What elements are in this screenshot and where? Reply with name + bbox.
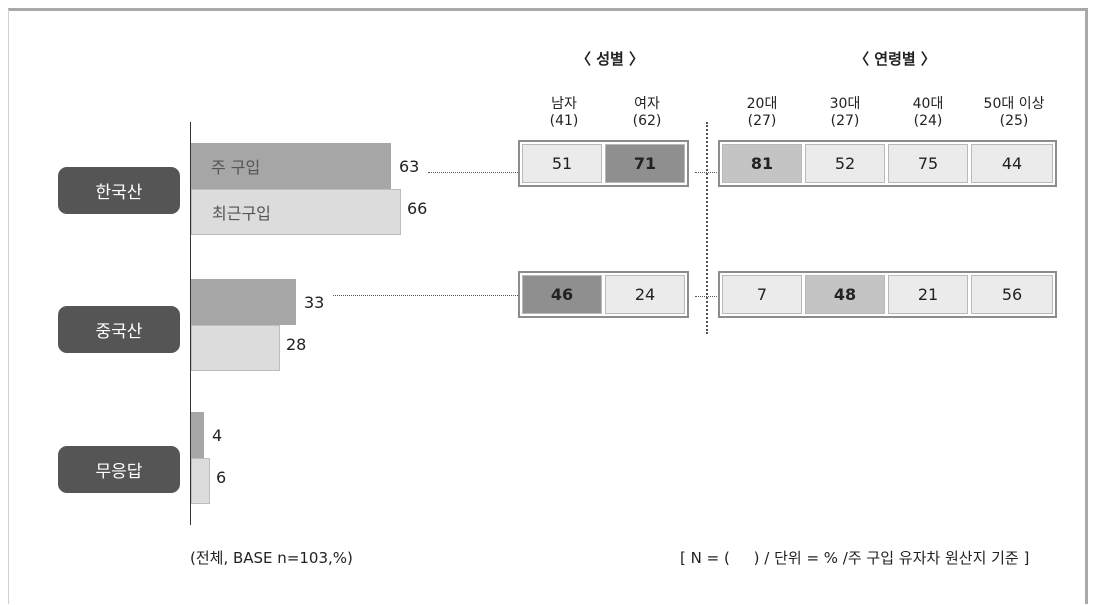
bar-china-main <box>191 279 296 325</box>
cell-korea-male: 51 <box>522 144 602 183</box>
cell-korea-30s: 52 <box>805 144 885 183</box>
column-header-50s-plus: 50대 이상 (25) <box>971 96 1057 130</box>
column-header-n: (62) <box>632 113 662 129</box>
category-label-korea: 한국산 <box>58 167 180 214</box>
column-header-n: (27) <box>747 113 777 129</box>
chart-frame <box>8 8 1088 604</box>
column-header-n: (27) <box>830 113 860 129</box>
category-label-no-answer: 무응답 <box>58 446 180 493</box>
column-header-label: 50대 이상 <box>983 96 1045 112</box>
value-label-no-answer-recent: 6 <box>216 468 227 487</box>
column-header-40s: 40대 (24) <box>888 96 968 130</box>
cell-china-male: 46 <box>522 275 602 314</box>
cell-china-female: 24 <box>605 275 685 314</box>
leader-line-korea <box>428 172 518 173</box>
base-note: (전체, BASE n=103,%) <box>190 549 353 567</box>
legend-label-main: 주 구입 <box>211 158 261 177</box>
column-header-label: 30대 <box>829 96 861 112</box>
unit-note: [ N = ( ) / 단위 = % /주 구입 유자차 원산지 기준 ] <box>680 549 1030 567</box>
legend-label-recent: 최근구입 <box>212 204 271 223</box>
bar-no-answer-recent <box>191 458 210 504</box>
y-axis-line <box>190 122 191 525</box>
category-label-china: 중국산 <box>58 306 180 353</box>
gender-group-title: 〈 성별 〉 <box>575 50 645 68</box>
age-group-title: 〈 연령별 〉 <box>854 50 936 68</box>
cell-china-50s-plus: 56 <box>971 275 1053 314</box>
bar-korea-main: 주 구입 <box>191 143 391 189</box>
cell-korea-40s: 75 <box>888 144 968 183</box>
column-header-label: 남자 <box>551 96 577 112</box>
column-header-male: 남자 (41) <box>524 96 604 130</box>
value-label-korea-recent: 66 <box>407 199 428 218</box>
cell-korea-50s-plus: 44 <box>971 144 1053 183</box>
leader-line-china <box>333 295 518 296</box>
value-label-no-answer-main: 4 <box>212 426 223 445</box>
gender-age-divider <box>706 122 708 334</box>
column-header-30s: 30대 (27) <box>805 96 885 130</box>
cell-korea-female: 71 <box>605 144 685 183</box>
column-header-20s: 20대 (27) <box>722 96 802 130</box>
cell-korea-20s: 81 <box>722 144 802 183</box>
column-header-n: (24) <box>913 113 943 129</box>
bar-no-answer-main <box>191 412 204 458</box>
value-label-china-recent: 28 <box>286 335 307 354</box>
column-header-female: 여자 (62) <box>607 96 687 130</box>
column-header-n: (25) <box>999 113 1029 129</box>
cell-china-20s: 7 <box>722 275 802 314</box>
column-header-n: (41) <box>549 113 579 129</box>
column-header-label: 여자 <box>634 96 660 112</box>
column-header-label: 40대 <box>912 96 944 112</box>
gender-table-korea: 51 71 <box>518 140 689 187</box>
value-label-china-main: 33 <box>304 293 325 312</box>
cell-china-40s: 21 <box>888 275 968 314</box>
bar-china-recent <box>191 325 280 371</box>
gender-table-china: 46 24 <box>518 271 689 318</box>
value-label-korea-main: 63 <box>399 157 420 176</box>
column-header-label: 20대 <box>746 96 778 112</box>
cell-china-30s: 48 <box>805 275 885 314</box>
bar-korea-recent: 최근구입 <box>191 189 401 235</box>
age-table-china: 7 48 21 56 <box>718 271 1057 318</box>
age-table-korea: 81 52 75 44 <box>718 140 1057 187</box>
